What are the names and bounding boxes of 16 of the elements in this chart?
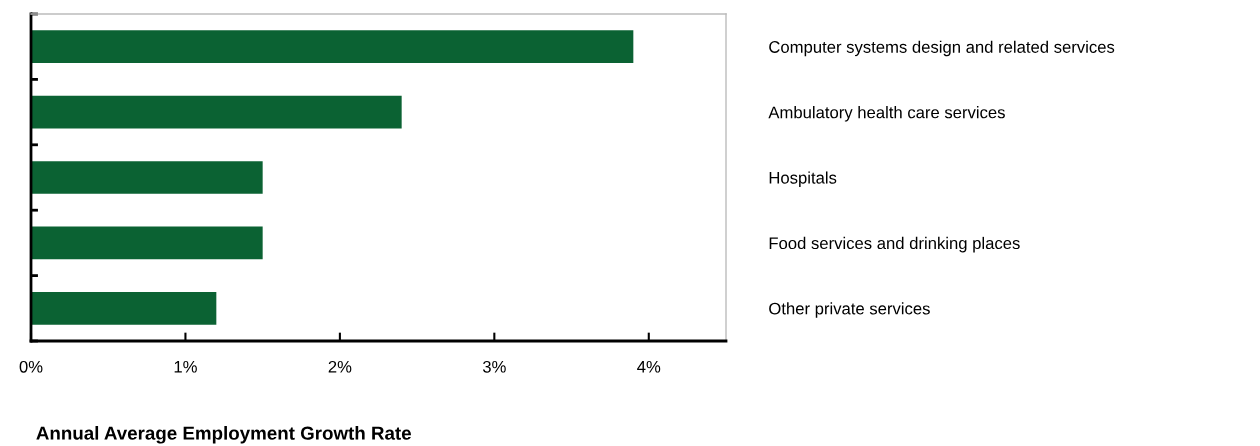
x-tick-label: 4% [637, 360, 661, 373]
x-tick-label: 1% [174, 360, 197, 373]
bar [31, 291, 217, 325]
y-tick-label: Food services and drinking places [769, 236, 1020, 253]
bar [31, 226, 263, 260]
bar [31, 161, 263, 194]
y-tick-label: Computer systems design and related services [769, 40, 1115, 57]
x-axis-title: Annual Average Employment Growth Rate [36, 426, 411, 444]
bar [31, 95, 402, 129]
y-tick-label: Ambulatory health care services [768, 106, 1005, 122]
bar [31, 30, 634, 64]
x-tick-label: 3% [482, 360, 506, 373]
y-tick-label: Other private services [769, 302, 930, 318]
x-tick-label: 2% [328, 360, 352, 373]
y-tick-label: Hospitals [769, 171, 837, 187]
x-tick-label: 0% [19, 360, 43, 373]
